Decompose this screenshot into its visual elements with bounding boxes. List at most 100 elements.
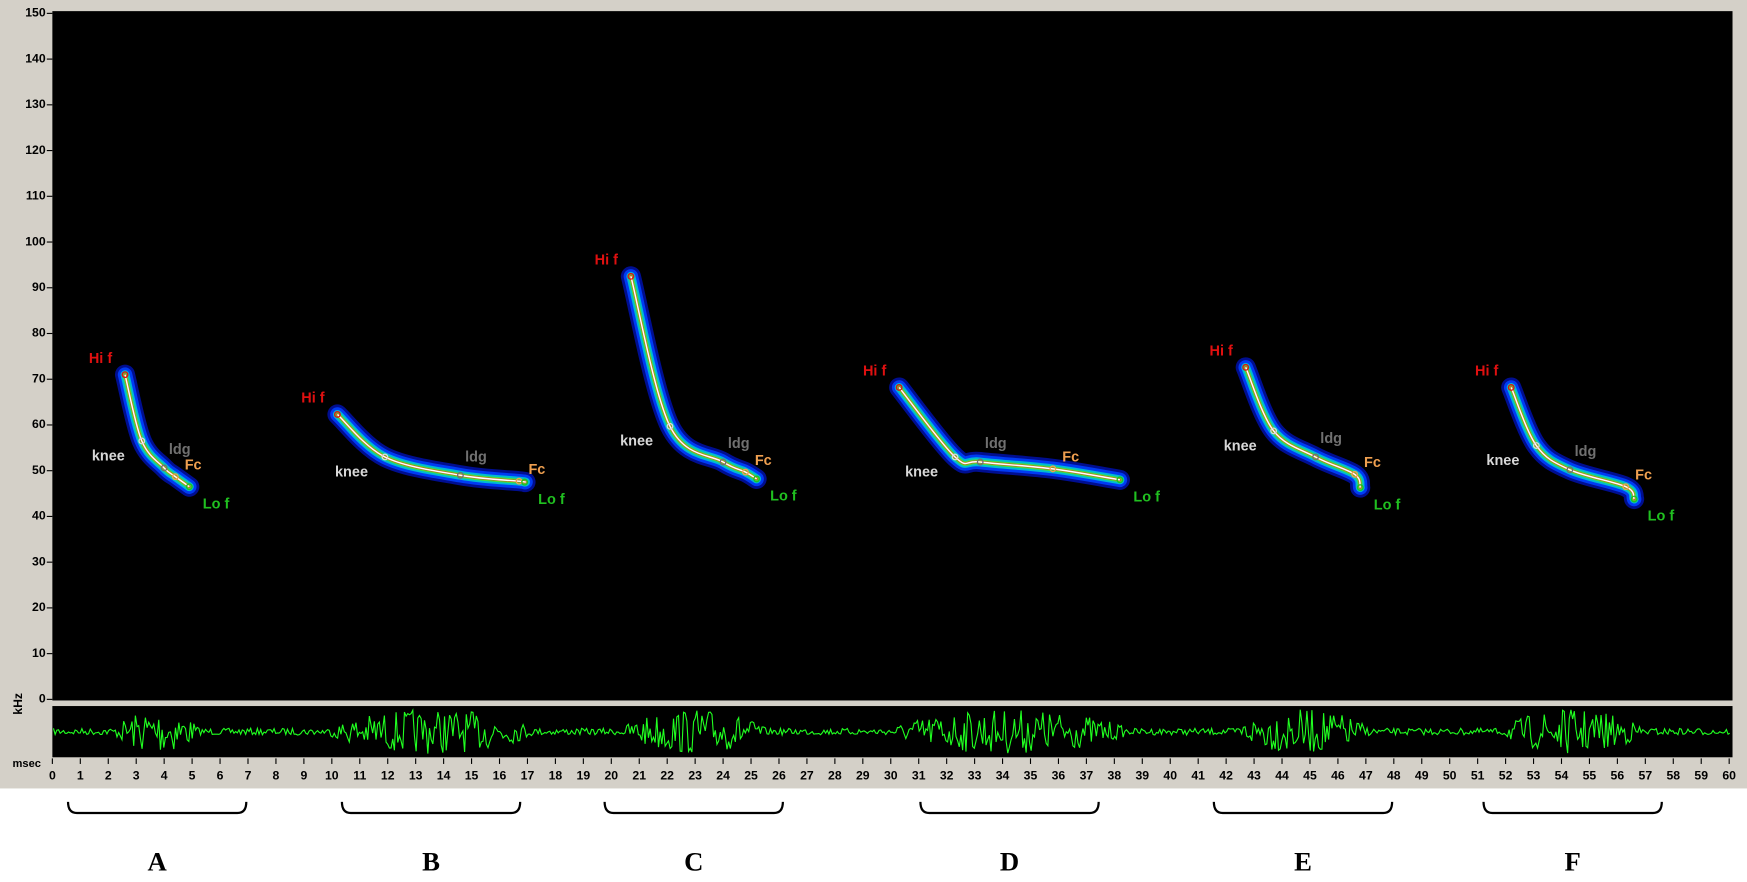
x-tick-label: 12 xyxy=(381,768,395,782)
call-point xyxy=(753,475,761,483)
group-label: F xyxy=(1565,846,1581,876)
x-tick-label: 5 xyxy=(189,768,196,782)
x-tick-label: 7 xyxy=(245,768,252,782)
call-point xyxy=(521,478,529,486)
call-curve xyxy=(124,374,190,488)
call-point xyxy=(1532,442,1540,449)
point-label: knee xyxy=(1486,453,1519,469)
call-point xyxy=(1270,427,1278,435)
x-tick-label: 26 xyxy=(772,768,786,782)
call-point xyxy=(333,410,341,418)
y-tick-label: 50 xyxy=(32,463,46,477)
x-tick-label: 33 xyxy=(968,768,982,782)
x-tick-label: 40 xyxy=(1163,768,1177,782)
x-tick-label: 35 xyxy=(1024,768,1038,782)
y-tick-label: 130 xyxy=(25,97,46,111)
point-label: knee xyxy=(1224,438,1257,454)
x-tick-label: 32 xyxy=(940,768,954,782)
x-tick-label: 37 xyxy=(1080,768,1094,782)
point-label: ldg xyxy=(169,442,191,458)
point-label: Hi f xyxy=(863,364,886,380)
x-tick-label: 52 xyxy=(1499,768,1513,782)
x-tick-label: 31 xyxy=(912,768,926,782)
x-tick-label: 38 xyxy=(1108,768,1122,782)
x-tick-label: 46 xyxy=(1331,768,1345,782)
call-point xyxy=(1507,384,1515,391)
call-curve xyxy=(1510,387,1635,500)
x-tick-label: 17 xyxy=(521,768,535,782)
point-label: ldg xyxy=(728,436,750,452)
call-point xyxy=(627,272,635,280)
x-tick-label: 54 xyxy=(1555,768,1569,782)
x-tick-label: 49 xyxy=(1415,768,1429,782)
group-label: C xyxy=(684,846,703,876)
x-tick-label: 41 xyxy=(1191,768,1205,782)
x-tick-label: 36 xyxy=(1052,768,1066,782)
x-tick-label: 43 xyxy=(1247,768,1261,782)
y-tick-label: 120 xyxy=(25,143,46,157)
point-label: Lo f xyxy=(770,489,797,505)
call-point xyxy=(121,371,129,379)
x-tick-label: 51 xyxy=(1471,768,1485,782)
point-label: knee xyxy=(335,464,368,480)
call-point xyxy=(456,471,464,479)
point-label: Fc xyxy=(185,457,202,473)
group-bracket xyxy=(919,801,1100,815)
x-tick-label: 18 xyxy=(549,768,563,782)
x-tick-label: 44 xyxy=(1275,768,1289,782)
x-tick-label: 47 xyxy=(1359,768,1373,782)
point-label: ldg xyxy=(1320,431,1342,447)
x-tick-label: 24 xyxy=(716,768,730,782)
call-point xyxy=(138,437,146,445)
group-label: D xyxy=(1000,846,1019,876)
call-curve xyxy=(898,387,1121,481)
x-tick-label: 56 xyxy=(1611,768,1625,782)
x-axis-label: msec xyxy=(13,758,41,770)
call-point xyxy=(1630,495,1638,503)
x-tick-label: 23 xyxy=(688,768,702,782)
point-label: Fc xyxy=(1364,455,1381,471)
x-tick-label: 2 xyxy=(105,768,112,782)
point-label: Lo f xyxy=(203,496,230,512)
y-tick-label: 100 xyxy=(25,234,46,248)
point-label: ldg xyxy=(985,436,1007,452)
x-tick-label: 8 xyxy=(273,768,280,782)
x-tick-label: 48 xyxy=(1387,768,1401,782)
y-tick-label: 140 xyxy=(25,51,46,65)
group-bracket xyxy=(340,801,522,815)
x-tick-label: 59 xyxy=(1694,768,1708,782)
call-point xyxy=(1622,483,1630,491)
y-tick-label: 70 xyxy=(32,371,46,385)
x-tick-label: 6 xyxy=(217,768,224,782)
point-label: ldg xyxy=(465,449,487,465)
call-point xyxy=(666,422,674,430)
y-tick-label: 20 xyxy=(32,600,46,614)
x-tick-label: 27 xyxy=(800,768,814,782)
point-label: ldg xyxy=(1575,444,1597,460)
y-axis-label: kHz xyxy=(11,693,25,715)
call-point xyxy=(1049,465,1057,473)
x-tick-label: 53 xyxy=(1527,768,1541,782)
group-label: B xyxy=(422,846,440,876)
point-label: knee xyxy=(905,464,938,480)
call-curve xyxy=(1245,367,1361,488)
point-label: Hi f xyxy=(89,351,112,367)
group-bracket xyxy=(603,801,784,815)
call-point xyxy=(1566,466,1574,474)
group-bracket xyxy=(66,801,248,815)
point-label: Hi f xyxy=(1210,344,1233,360)
point-label: Hi f xyxy=(1475,364,1498,380)
call-point xyxy=(1356,484,1364,492)
x-tick-label: 3 xyxy=(133,768,140,782)
x-tick-label: 13 xyxy=(409,768,423,782)
call-point xyxy=(895,384,903,391)
point-label: Fc xyxy=(528,462,545,478)
call-point xyxy=(1312,453,1320,461)
spectrogram-panel xyxy=(52,11,1733,701)
x-tick-label: 15 xyxy=(465,768,479,782)
point-label: Lo f xyxy=(1648,509,1675,525)
call-curve xyxy=(336,413,527,483)
y-tick-label: 40 xyxy=(32,509,46,523)
